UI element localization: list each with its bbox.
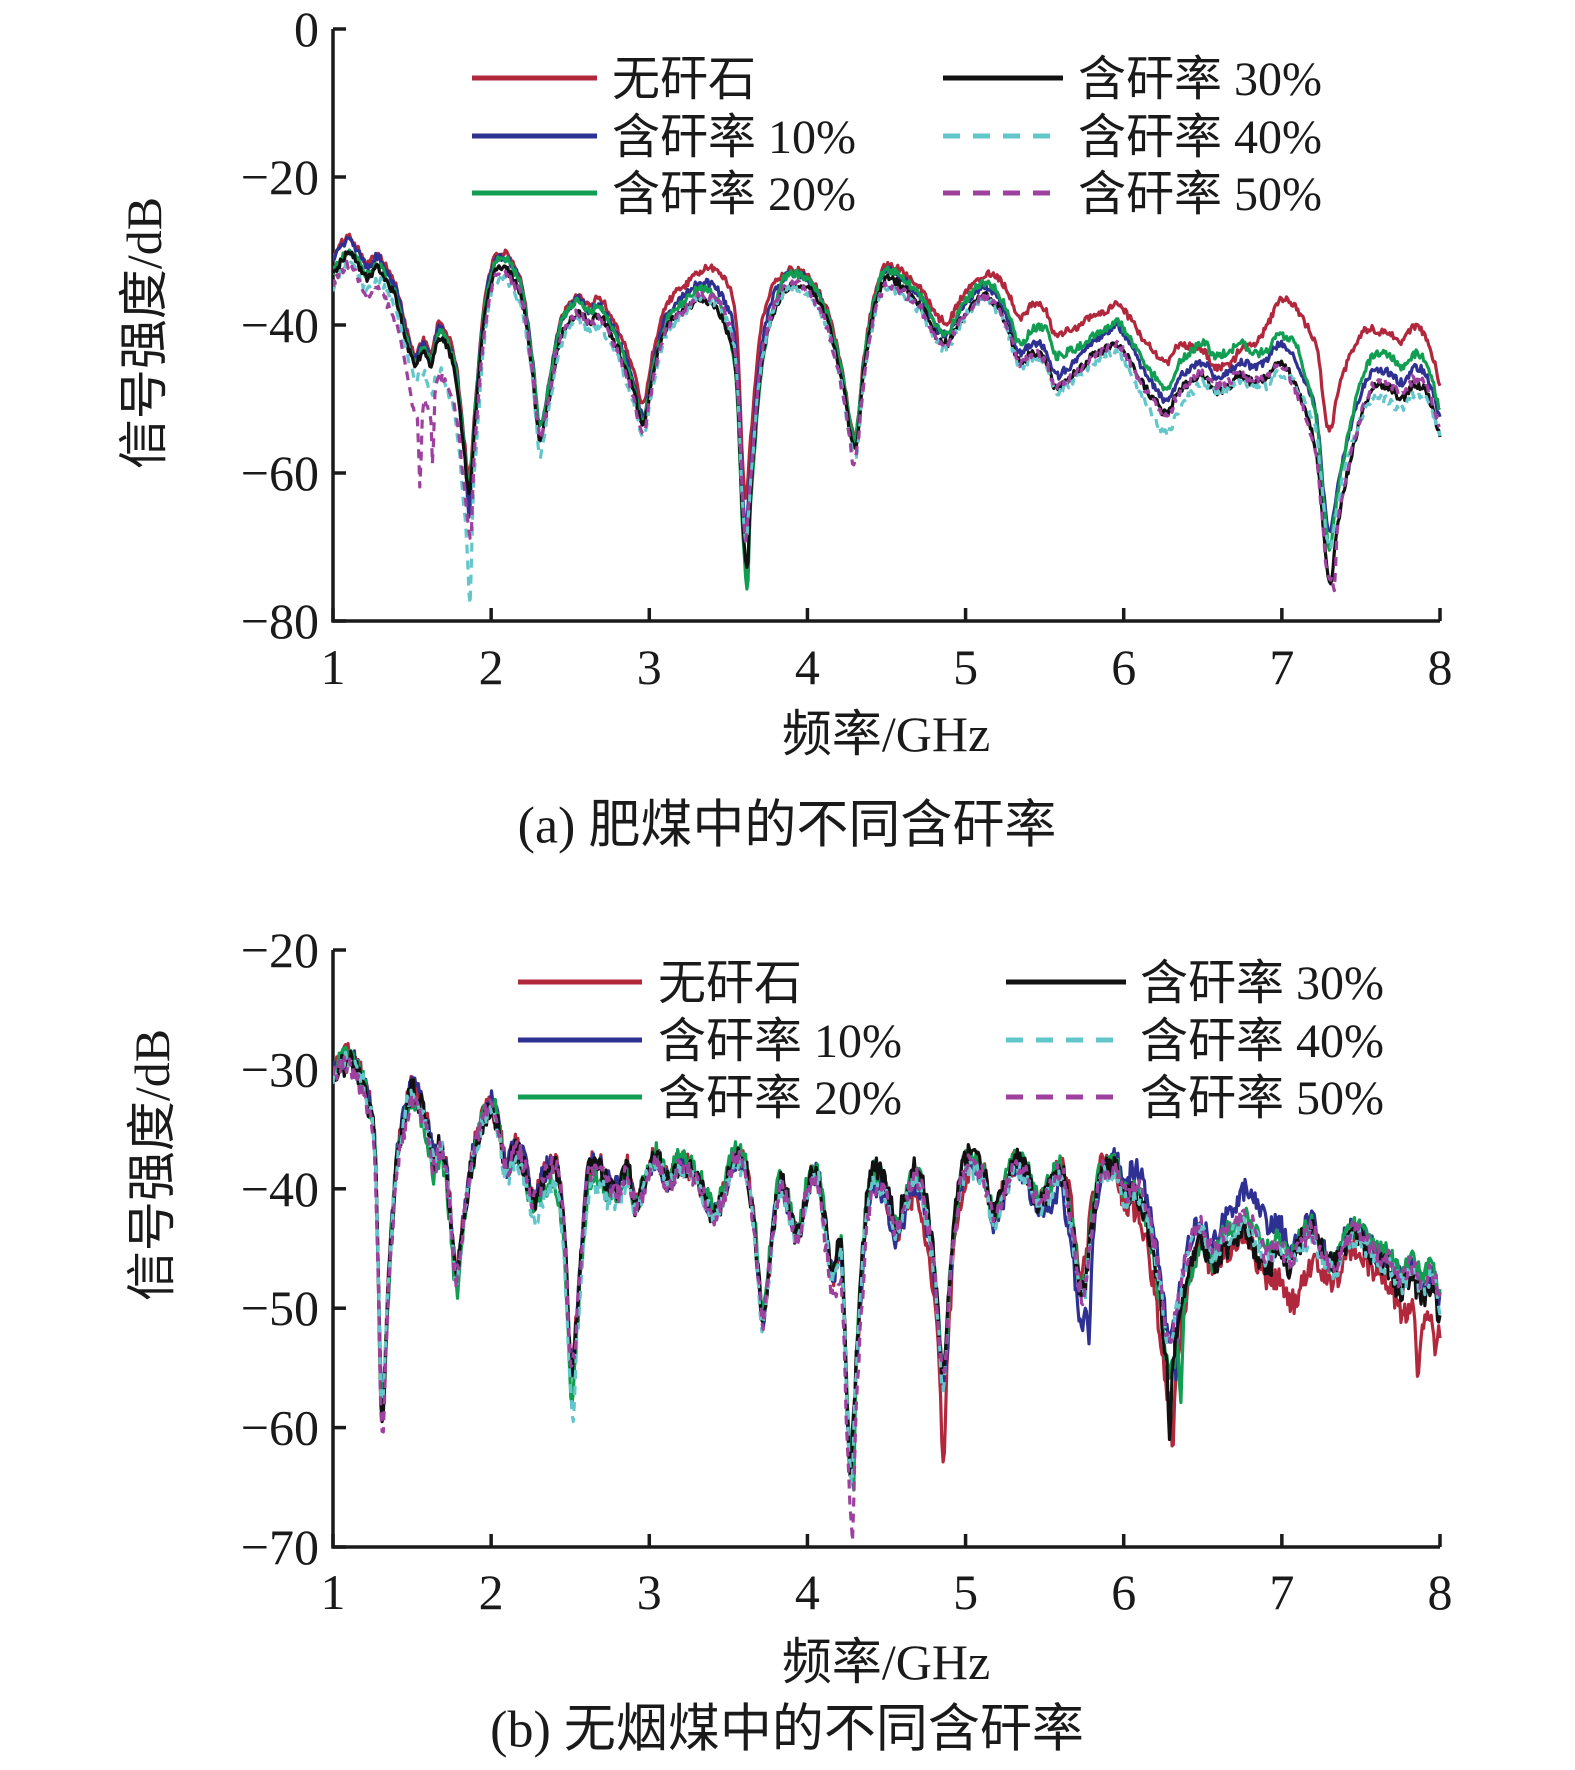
legend-label: 含矸率 30%: [1078, 53, 1322, 106]
y-tick-label: −40: [241, 297, 319, 353]
x-axis-label-a: 频率/GHz: [781, 706, 991, 762]
x-tick-label: 3: [637, 639, 662, 695]
caption-b: (b) 无烟煤中的不同含矸率: [490, 1701, 1084, 1759]
legend-label: 含矸率 40%: [1078, 111, 1322, 164]
legend-label: 含矸率 10%: [658, 1015, 902, 1068]
x-tick-label: 4: [795, 1564, 820, 1620]
legend-label: 含矸率 20%: [612, 168, 856, 221]
legend-item-no-gangue: 无矸石: [518, 957, 802, 1010]
y-tick-label: −60: [241, 445, 319, 501]
legend-label: 含矸率 50%: [1140, 1072, 1384, 1125]
caption-a: (a) 肥煤中的不同含矸率: [517, 797, 1057, 855]
x-tick-label: 7: [1269, 639, 1294, 695]
y-tick-label: 0: [294, 1, 319, 57]
y-tick-label: −40: [241, 1161, 319, 1217]
legend-label: 含矸率 20%: [658, 1072, 902, 1125]
x-tick-label: 7: [1269, 1564, 1294, 1620]
legend-item-gangue-10: 含矸率 10%: [472, 111, 856, 164]
x-tick-label: 1: [321, 1564, 346, 1620]
legend-item-gangue-20: 含矸率 20%: [518, 1072, 902, 1125]
legend-item-gangue-50: 含矸率 50%: [943, 168, 1322, 221]
legend-item-gangue-10: 含矸率 10%: [518, 1015, 902, 1068]
y-tick-label: −50: [241, 1280, 319, 1336]
x-tick-label: 1: [321, 639, 346, 695]
series-gangue-50-b: [333, 1055, 1442, 1543]
x-tick-label: 5: [953, 1564, 978, 1620]
legend-item-gangue-30: 含矸率 30%: [943, 53, 1322, 106]
legend-label: 无矸石: [658, 957, 802, 1010]
legend-label: 含矸率 10%: [612, 111, 856, 164]
y-tick-label: −20: [241, 149, 319, 205]
y-tick-label: −60: [241, 1400, 319, 1456]
legend-item-gangue-50: 含矸率 50%: [1006, 1072, 1384, 1125]
x-tick-label: 5: [953, 639, 978, 695]
legend-label: 含矸率 40%: [1140, 1015, 1384, 1068]
series-gangue-50-a: [333, 259, 1441, 593]
x-tick-label: 6: [1111, 1564, 1136, 1620]
x-tick-label: 3: [637, 1564, 662, 1620]
x-tick-label: 2: [479, 639, 504, 695]
y-tick-label: −30: [241, 1041, 319, 1097]
y-tick-label: −70: [241, 1519, 319, 1575]
x-axis-label-b: 频率/GHz: [781, 1634, 991, 1690]
legend-label: 含矸率 30%: [1140, 957, 1384, 1010]
x-tick-label: 8: [1428, 1564, 1453, 1620]
x-tick-label: 6: [1111, 639, 1136, 695]
legend-item-gangue-40: 含矸率 40%: [1006, 1015, 1384, 1068]
y-tick-label: −20: [241, 922, 319, 978]
legend-item-gangue-30: 含矸率 30%: [1006, 957, 1384, 1010]
series-gangue-40-b: [333, 1050, 1442, 1486]
axis-ticks-a: 0 −20 −40 −60 −801 2 3 4 5 6 7 8: [241, 1, 1453, 695]
x-tick-label: 2: [479, 1564, 504, 1620]
legend-item-gangue-20: 含矸率 20%: [472, 168, 856, 221]
series-gangue-30-a: [333, 250, 1442, 586]
x-tick-label: 8: [1428, 639, 1453, 695]
legend-label: 含矸率 50%: [1078, 168, 1322, 221]
y-axis-label-a: 信号强度/dB: [116, 196, 172, 470]
y-tick-label: −80: [241, 593, 319, 649]
legend-item-no-gangue: 无矸石: [472, 53, 756, 106]
series-gangue-40-a: [333, 260, 1442, 606]
series-gangue-20-a: [333, 248, 1442, 591]
axis-ticks-b: −20 −30 −40 −50 −60 −701 2 3 4 5 6 7 8: [241, 922, 1453, 1620]
x-tick-label: 4: [795, 639, 820, 695]
legend-label: 无矸石: [612, 53, 756, 106]
legend-item-gangue-40: 含矸率 40%: [943, 111, 1322, 164]
y-axis-label-b: 信号强度/dB: [124, 1028, 180, 1302]
